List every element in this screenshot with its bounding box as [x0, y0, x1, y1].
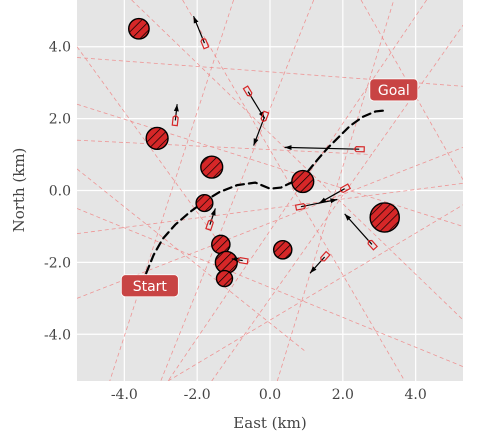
- vessel-marker: [236, 256, 249, 265]
- obstacle: [215, 269, 234, 288]
- goal-callout-box: [369, 78, 419, 102]
- planned-path-group: [145, 109, 384, 275]
- x-tick-label: -4.0: [111, 387, 138, 403]
- y-tick-label: -4.0: [44, 327, 71, 343]
- obstacle: [272, 240, 293, 260]
- y-axis-title: North (km): [10, 148, 28, 233]
- vessel-hull: [320, 250, 331, 262]
- vessel-marker: [171, 114, 179, 127]
- vessel-marker: [205, 219, 214, 231]
- y-tick-label: -2.0: [44, 255, 71, 271]
- vessel-hull: [260, 110, 270, 123]
- vessel-hull: [294, 202, 307, 211]
- vessel-hull: [367, 239, 379, 251]
- start-callout: Start: [120, 274, 179, 298]
- traffic-lane: [167, 204, 463, 381]
- vessel-marker: [260, 110, 270, 123]
- x-tick-label: 4.0: [405, 387, 427, 403]
- vessel-marker: [353, 145, 365, 153]
- vessel-marker: [200, 37, 210, 50]
- obstacle: [211, 234, 231, 255]
- velocity-arrow: [344, 213, 373, 245]
- vessel-hull: [171, 114, 179, 127]
- vessel-marker: [294, 202, 307, 211]
- vessel-hull: [353, 145, 365, 153]
- vessel-marker: [367, 239, 379, 251]
- x-tick-label: -2.0: [184, 387, 211, 403]
- grid: [77, 0, 463, 381]
- velocity-arrow: [284, 145, 360, 151]
- traffic-lane: [182, 0, 406, 381]
- start-label: Start: [133, 279, 168, 295]
- obstacle: [128, 17, 150, 40]
- traffic-lane: [211, 24, 463, 381]
- vessels: [171, 15, 379, 274]
- traffic-lane: [77, 146, 463, 299]
- obstacle: [214, 250, 238, 275]
- velocity-arrow: [209, 208, 216, 225]
- vessel-marker: [242, 85, 253, 97]
- velocity-arrow: [173, 104, 179, 121]
- vessel-hull: [339, 183, 352, 194]
- velocity-arrow: [300, 198, 338, 208]
- traffic-lane: [77, 139, 372, 155]
- goal-label: Goal: [378, 83, 410, 99]
- vessel-hull: [242, 85, 253, 97]
- traffic-lane: [276, 0, 395, 381]
- y-tick-label: 0.0: [49, 184, 71, 200]
- x-axis-ticks: -4.0 -2.0 0.0 2.0 4.0: [111, 387, 427, 403]
- y-axis-ticks: -4.0 -2.0 0.0 2.0 4.0: [44, 40, 71, 344]
- obstacle: [145, 126, 169, 151]
- x-tick-label: 2.0: [332, 387, 354, 403]
- vessel-hull: [205, 219, 214, 231]
- y-tick-label: 4.0: [49, 40, 71, 56]
- start-callout-box: [120, 274, 179, 298]
- goal-callout: Goal: [369, 78, 419, 102]
- vessel-hull: [200, 37, 210, 50]
- vessel-marker: [339, 183, 352, 194]
- x-axis-title: East (km): [233, 414, 306, 432]
- traffic-lane: [77, 46, 234, 263]
- velocity-arrow: [309, 256, 326, 274]
- traffic-lane: [77, 103, 463, 227]
- obstacle: [369, 202, 400, 233]
- obstacle: [200, 155, 224, 179]
- vessel-marker: [320, 250, 331, 262]
- traffic-lane: [160, 0, 315, 381]
- vessel-hull: [236, 256, 249, 265]
- obstacle: [291, 169, 315, 194]
- traffic-lanes: [77, 0, 463, 381]
- obstacle: [195, 194, 214, 213]
- y-tick-label: 2.0: [49, 112, 71, 128]
- planned-path: [145, 109, 384, 275]
- x-tick-label: 0.0: [259, 387, 281, 403]
- traffic-lane: [109, 0, 234, 381]
- traffic-lane: [77, 182, 463, 235]
